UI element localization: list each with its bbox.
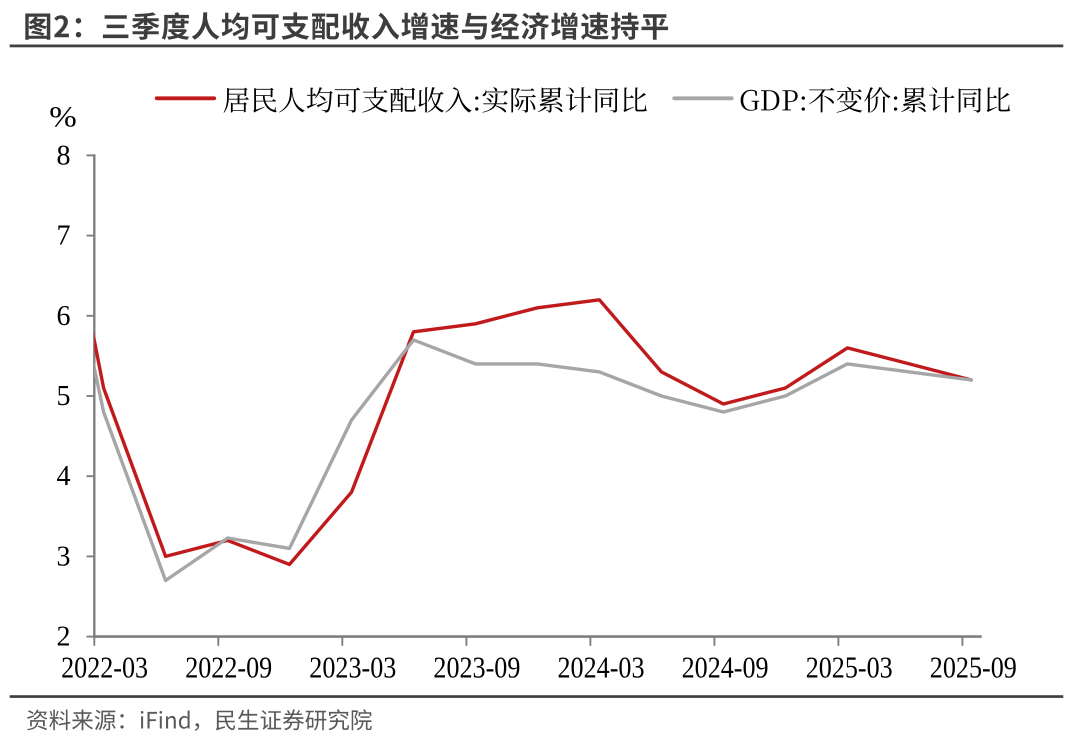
svg-text:6: 6	[57, 301, 71, 332]
svg-text:2025-09: 2025-09	[930, 650, 1017, 685]
svg-text:2024-09: 2024-09	[682, 650, 769, 685]
svg-text:2023-09: 2023-09	[433, 650, 520, 685]
svg-text:2022-03: 2022-03	[61, 650, 148, 685]
svg-text:4: 4	[57, 461, 71, 492]
svg-text:2023-03: 2023-03	[309, 650, 396, 685]
svg-text:2025-03: 2025-03	[806, 650, 893, 685]
svg-text:8: 8	[57, 140, 71, 171]
svg-text:2024-03: 2024-03	[558, 650, 645, 685]
svg-text:2: 2	[57, 622, 71, 653]
svg-text:7: 7	[57, 221, 71, 252]
svg-text:2022-09: 2022-09	[185, 650, 272, 685]
svg-text:5: 5	[57, 381, 71, 412]
svg-text:3: 3	[57, 541, 71, 572]
svg-text:%: %	[49, 101, 77, 134]
